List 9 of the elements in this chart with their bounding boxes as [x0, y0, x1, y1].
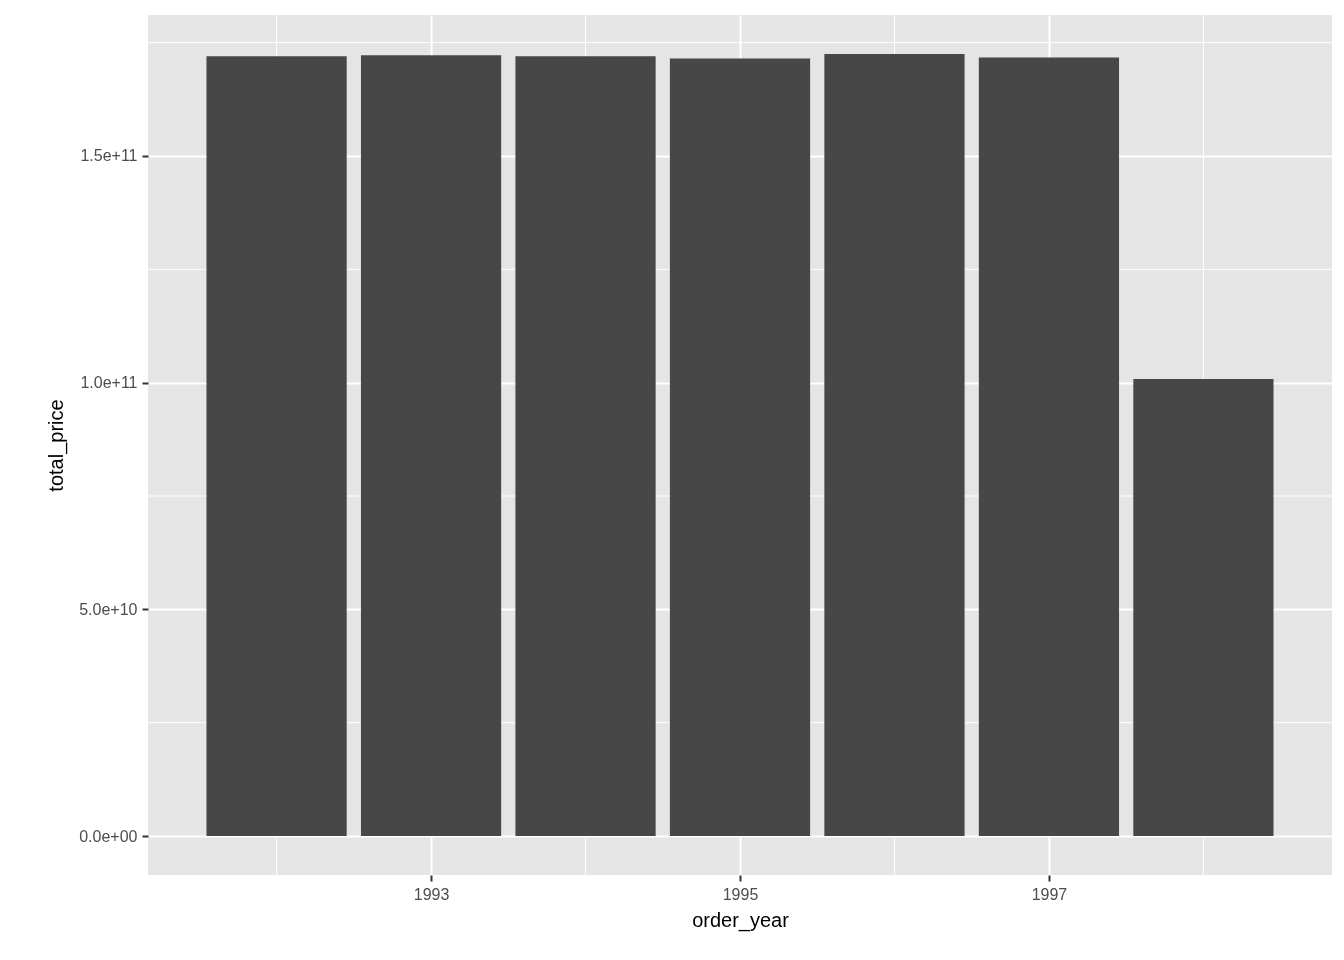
x-tick-label: 1993: [413, 885, 450, 903]
y-axis-title: total_price: [45, 399, 69, 492]
y-tick-label: 1.0e+11: [80, 374, 138, 392]
x-tick-label: 1995: [722, 885, 759, 903]
y-tick-label: 1.5e+11: [80, 147, 138, 165]
y-tick-label: 5.0e+10: [79, 600, 138, 618]
y-tick-label: 0.0e+00: [79, 827, 138, 845]
x-tick-label: 1997: [1031, 885, 1068, 903]
x-axis-title: order_year: [692, 908, 790, 932]
